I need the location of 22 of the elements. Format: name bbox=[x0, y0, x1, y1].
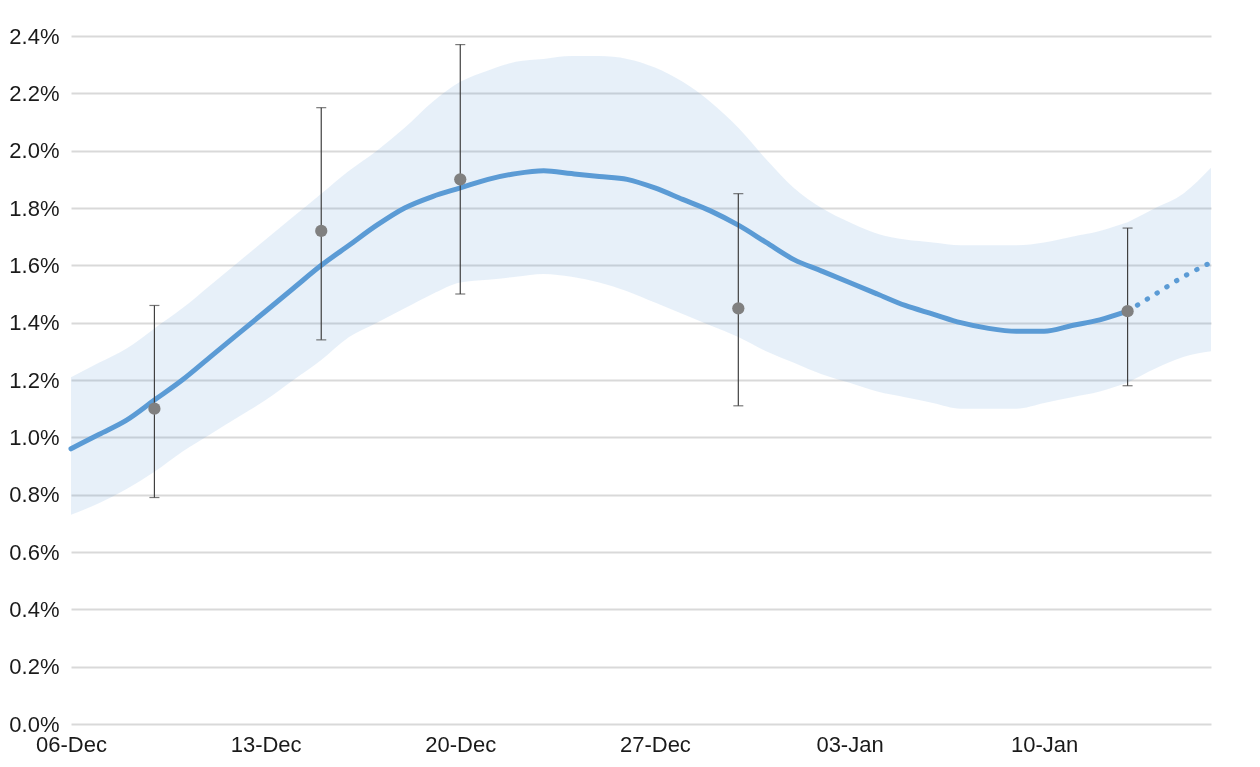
y-tick-label: 2.2% bbox=[9, 80, 60, 106]
y-tick-label: 0.4% bbox=[9, 596, 60, 622]
y-tick-label: 1.8% bbox=[9, 195, 60, 221]
y-tick-label: 0.8% bbox=[9, 482, 60, 508]
x-tick-label: 20-Dec bbox=[425, 731, 497, 757]
point bbox=[148, 402, 161, 415]
point bbox=[315, 224, 328, 238]
y-tick-label: 1.0% bbox=[9, 424, 60, 450]
x-tick-label: 10-Jan bbox=[1011, 731, 1079, 757]
point bbox=[454, 173, 467, 186]
y-tick-label: 0.6% bbox=[9, 539, 60, 565]
point bbox=[732, 302, 745, 315]
y-tick-label: 0.2% bbox=[9, 654, 60, 680]
y-tick-label: 2.4% bbox=[9, 23, 60, 49]
x-tick-label: 03-Jan bbox=[816, 731, 884, 757]
y-tick-label: 1.2% bbox=[9, 367, 60, 393]
point bbox=[1121, 305, 1134, 318]
x-tick-label: 13-Dec bbox=[230, 731, 302, 757]
x-tick-label: 27-Dec bbox=[619, 731, 691, 757]
y-tick-label: 1.4% bbox=[9, 310, 60, 336]
y-tick-label: 1.6% bbox=[9, 252, 60, 278]
y-tick-label: 2.0% bbox=[9, 138, 60, 164]
